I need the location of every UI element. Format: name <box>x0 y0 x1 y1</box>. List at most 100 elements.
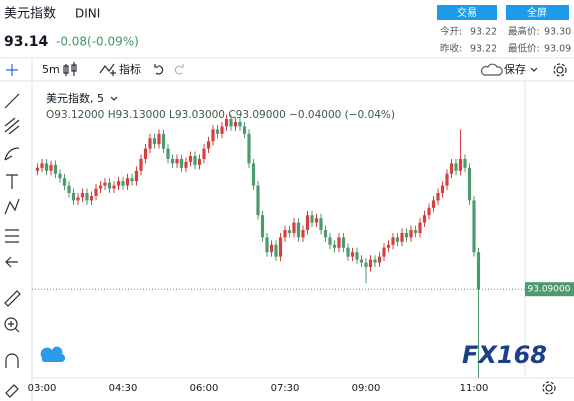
undo[interactable] <box>154 64 164 75</box>
candle-body <box>157 133 161 145</box>
candle-body <box>206 141 211 149</box>
last-price: 93.14 <box>4 34 49 50</box>
candle-body <box>67 185 71 193</box>
candle-body <box>319 218 323 230</box>
candle-body <box>193 156 197 165</box>
candle-body <box>143 148 148 159</box>
candle-body <box>130 178 134 182</box>
stat-label: 最低价: <box>508 43 540 55</box>
candle-body <box>292 222 296 233</box>
line-tool[interactable] <box>4 93 20 109</box>
magnet-tool[interactable] <box>5 353 19 368</box>
candle-body <box>229 119 233 127</box>
fib-tool[interactable] <box>4 117 20 135</box>
stat-label: 最高价: <box>508 26 540 38</box>
candle-body <box>472 200 476 253</box>
candle-body <box>40 163 44 168</box>
brush-tool[interactable] <box>4 147 20 161</box>
candle-body <box>323 230 328 238</box>
candle-body <box>112 185 116 189</box>
candle-body <box>103 182 107 186</box>
candle-body <box>350 252 355 257</box>
candle-body <box>395 237 400 242</box>
candle-body <box>202 148 206 159</box>
candle-body <box>422 215 427 223</box>
candle-body <box>278 237 283 257</box>
candle-body <box>413 230 418 233</box>
pattern-tool[interactable] <box>4 198 20 215</box>
crosshair-tool[interactable] <box>6 64 18 76</box>
candle-body <box>215 129 220 134</box>
measure-tool[interactable] <box>4 290 21 307</box>
candle-body <box>148 138 152 149</box>
back-tool[interactable] <box>5 256 18 268</box>
candle-body <box>400 232 404 242</box>
candle-body <box>283 230 287 238</box>
x-tick-label: 06:00 <box>190 383 219 394</box>
candle-body <box>256 185 260 216</box>
stat-value: 93.22 <box>470 44 497 55</box>
candle-body <box>224 119 229 127</box>
candle-body <box>85 193 89 201</box>
price-change: -0.08(-0.09%) <box>56 35 139 49</box>
trade-button-label[interactable]: 交易 <box>457 6 477 19</box>
axis-settings[interactable] <box>545 384 553 392</box>
candle-body <box>436 193 440 201</box>
candle-body <box>373 259 377 263</box>
trade-button[interactable] <box>437 5 497 20</box>
settings[interactable] <box>556 66 564 74</box>
candle-body <box>94 188 98 196</box>
candle-body <box>467 167 472 201</box>
indicator-icon[interactable] <box>99 63 116 76</box>
x-tick-label: 09:00 <box>352 383 381 394</box>
series-legend: 美元指数, 5 <box>46 91 104 105</box>
candle-body <box>247 133 251 164</box>
save-menu[interactable] <box>530 67 538 72</box>
candle-body <box>49 164 53 171</box>
last-price-label: 93.09000 <box>528 285 571 295</box>
axis-settings[interactable] <box>542 381 556 395</box>
candle-body <box>139 158 143 171</box>
cloud-icon[interactable] <box>480 63 503 76</box>
settings[interactable] <box>553 63 567 77</box>
candle-body <box>80 193 85 198</box>
erase-tool[interactable] <box>5 384 19 398</box>
candle-body <box>184 161 188 168</box>
interval[interactable]: 5m <box>42 63 60 76</box>
chart-logo <box>40 346 66 363</box>
plot-area: 03:00 04:30 06:00 07:30 09:00 11:00 93.09000 <box>28 114 574 394</box>
candle-body <box>269 244 274 253</box>
candle-body <box>341 237 346 248</box>
prediction-tool[interactable] <box>5 229 19 243</box>
stat-label: 昨收: <box>440 43 462 55</box>
candle-style-icon[interactable] <box>63 62 77 76</box>
candle-body <box>62 178 67 186</box>
x-tick-label: 07:30 <box>271 383 300 394</box>
candle-body <box>107 182 112 189</box>
legend-menu[interactable] <box>110 96 118 101</box>
candle-body <box>391 237 395 245</box>
candle-body <box>364 262 368 267</box>
redo[interactable] <box>174 64 184 75</box>
stat-value: 93.09 <box>544 44 571 55</box>
candle-body <box>152 138 157 145</box>
candle-body <box>134 170 139 182</box>
candle-body <box>89 195 94 201</box>
zoom-tool[interactable] <box>8 321 20 333</box>
candle-body <box>377 256 382 263</box>
candle-body <box>301 230 305 238</box>
candle-body <box>98 185 103 189</box>
candle-body <box>454 163 458 171</box>
candle-body <box>440 185 445 193</box>
zoom-tool[interactable] <box>4 317 18 331</box>
candle-body <box>233 121 238 127</box>
fullscreen-button[interactable] <box>506 5 569 20</box>
candle-body <box>287 230 292 233</box>
candle-body <box>368 259 373 267</box>
save-button[interactable]: 保存 <box>504 62 526 76</box>
text-tool[interactable] <box>6 174 18 189</box>
fullscreen-button-label[interactable]: 全屏 <box>527 6 547 19</box>
instrument-title: 美元指数 <box>4 7 56 22</box>
indicators-button[interactable]: 指标 <box>119 62 141 76</box>
